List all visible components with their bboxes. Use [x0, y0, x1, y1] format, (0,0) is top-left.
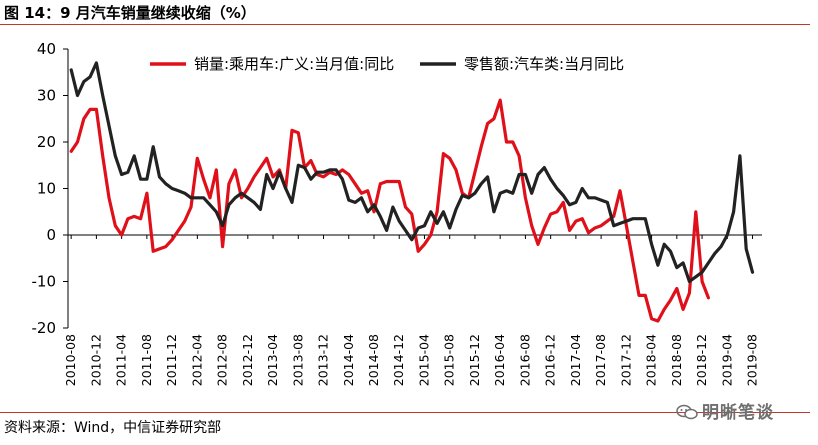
y-tick-label: -20	[32, 319, 57, 337]
x-tick-label: 2015-08	[442, 334, 457, 386]
x-tick-label: 2013-12	[316, 334, 331, 386]
x-tick-label: 2018-04	[644, 334, 659, 386]
x-tick-label: 2019-08	[745, 334, 760, 386]
x-tick-label: 2012-08	[215, 334, 230, 386]
x-tick-label: 2018-08	[669, 334, 684, 386]
x-tick-label: 2011-04	[114, 334, 129, 386]
y-tick-label: -10	[32, 273, 57, 291]
x-tick-label: 2017-08	[593, 334, 608, 386]
legend-label-1: 销量:乘用车:广义:当月值:同比	[194, 55, 394, 73]
x-tick-label: 2010-12	[88, 334, 103, 386]
y-tick-label: 30	[37, 87, 56, 105]
y-tick-label: 20	[37, 133, 56, 151]
x-tick-label: 2010-08	[63, 334, 78, 386]
x-tick-label: 2019-04	[719, 334, 734, 386]
series-line-1	[69, 98, 711, 323]
x-tick-label: 2016-04	[492, 334, 507, 386]
figure-title: 图 14：9 月汽车销量继续收缩（%）	[4, 4, 256, 22]
x-tick-label: 2014-04	[341, 334, 356, 386]
x-tick-label: 2016-08	[517, 334, 532, 386]
watermark: 明晰笔谈	[676, 398, 774, 423]
top-rule	[0, 24, 810, 25]
x-tick-label: 2011-08	[139, 334, 154, 386]
y-tick-label: 10	[37, 180, 56, 198]
legend-label-2: 零售额:汽车类:当月同比	[464, 55, 624, 73]
x-tick-label: 2012-04	[189, 334, 204, 386]
x-tick-label: 2015-12	[467, 334, 482, 386]
x-tick-label: 2017-04	[568, 334, 583, 386]
x-tick-label: 2015-04	[416, 334, 431, 386]
x-tick-label: 2011-12	[164, 334, 179, 386]
x-tick-label: 2014-12	[391, 334, 406, 386]
x-tick-label: 2013-08	[290, 334, 305, 386]
x-tick-label: 2017-12	[618, 334, 633, 386]
source-note: 资料来源：Wind，中信证券研究部	[4, 420, 222, 436]
watermark-text: 明晰笔谈	[702, 403, 774, 423]
x-tick-label: 2016-12	[543, 334, 558, 386]
x-tick-label: 2012-12	[240, 334, 255, 386]
x-tick-label: 2014-08	[366, 334, 381, 386]
series-line-2	[69, 61, 755, 284]
x-tick-label: 2018-12	[694, 334, 709, 386]
bottom-rule	[0, 412, 810, 413]
x-tick-label: 2013-04	[265, 334, 280, 386]
wechat-icon	[676, 404, 698, 420]
y-tick-label: 0	[46, 226, 56, 244]
line-chart: -20 -10 0 10 20 30 40 2010-08 2010-12 2011-04 2011…	[32, 40, 762, 386]
y-tick-label: 40	[37, 40, 56, 58]
